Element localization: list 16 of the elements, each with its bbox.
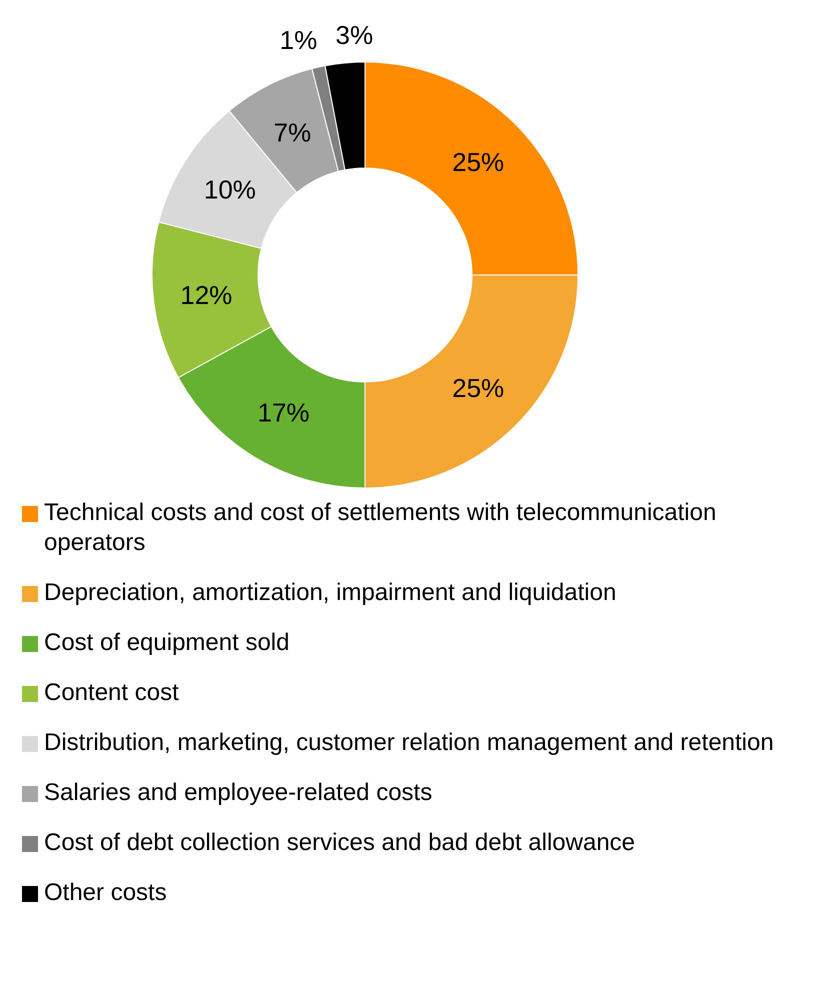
data-label: 12%	[180, 280, 232, 310]
legend-label: Content cost	[44, 678, 179, 708]
data-label: 7%	[274, 117, 312, 148]
legend-label: Cost of equipment sold	[44, 628, 290, 658]
data-label: 17%	[258, 398, 310, 428]
legend-label: Distribution, marketing, customer relation management and retention	[44, 728, 774, 758]
data-label: 10%	[204, 174, 256, 204]
data-label: 25%	[452, 373, 504, 404]
data-label: 1%	[280, 24, 318, 55]
data-label: 25%	[452, 146, 504, 177]
data-label: 3%	[336, 20, 374, 50]
legend-label: Depreciation, amortization, impairment and liquidation	[44, 578, 616, 608]
legend-label: Other costs	[44, 878, 167, 908]
legend-label: Cost of debt collection services and bad debt allowance	[44, 828, 636, 858]
legend-label: Salaries and employee-related costs	[44, 778, 432, 808]
legend-label: Technical costs and cost of settlements with telecommunication operators	[44, 498, 718, 558]
